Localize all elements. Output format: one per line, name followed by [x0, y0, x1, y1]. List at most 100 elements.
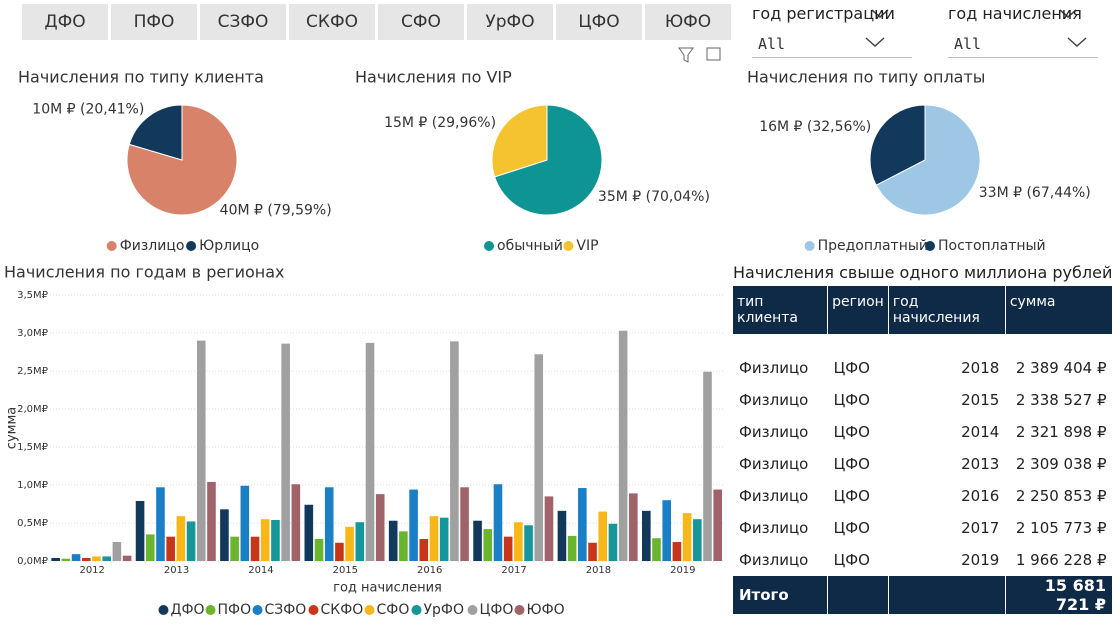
- data-label: 16M ₽ (32,56%): [759, 119, 871, 135]
- x-tick-label: 2015: [333, 565, 358, 576]
- table-cell: ЦФО: [833, 487, 870, 505]
- data-label: 33M ₽ (67,44%): [979, 185, 1091, 201]
- region-tab[interactable]: СФО: [378, 4, 464, 40]
- legend-marker: [308, 605, 319, 615]
- table-cell: Физлицо: [739, 551, 809, 569]
- region-tab[interactable]: ЮФО: [645, 4, 731, 40]
- table-cell: ЦФО: [833, 455, 870, 473]
- data-table: тип клиента регион год начисления сумма Физл…: [733, 286, 1114, 614]
- legend-marker: [925, 241, 935, 251]
- bar: [207, 481, 216, 561]
- legend-marker: [106, 241, 117, 251]
- region-tab[interactable]: СЗФО: [200, 4, 286, 40]
- bar: [672, 542, 682, 561]
- table-cell: 2014: [961, 423, 1000, 441]
- bar: [61, 558, 71, 561]
- data-label: 10M ₽ (20,41%): [32, 102, 144, 118]
- bar: [608, 523, 618, 561]
- bar: [409, 489, 418, 561]
- bar: [145, 534, 155, 561]
- dropdown-icon: [1067, 37, 1087, 48]
- table-row: Физлицо ЦФО 2018 2 389 404 ₽: [733, 343, 1113, 384]
- filter-value[interactable]: All: [948, 31, 1098, 58]
- y-tick-label: 1,5M₽: [17, 442, 49, 453]
- region-tab[interactable]: ПФО: [111, 4, 197, 40]
- column-header[interactable]: сумма: [1005, 286, 1114, 343]
- table-cell: 1 966 228 ₽: [1015, 551, 1107, 569]
- table-cell: 2018: [961, 359, 1000, 377]
- legend-marker: [186, 241, 197, 251]
- pie-slice: [869, 104, 926, 186]
- bar: [112, 542, 122, 561]
- bar: [399, 531, 408, 561]
- region-tab[interactable]: ДФО: [22, 4, 108, 40]
- filter-label: год начисления: [948, 4, 1082, 23]
- bar: [314, 538, 324, 561]
- legend-marker: [252, 605, 263, 615]
- bar: [122, 555, 132, 561]
- y-axis-title: сумма: [5, 407, 20, 449]
- x-tick-label: 2013: [164, 565, 189, 576]
- table-row: Физлицо ЦФО 2017 2 105 773 ₽: [733, 512, 1113, 544]
- table-cell: 2 338 527 ₽: [1015, 391, 1107, 409]
- bar: [503, 536, 513, 561]
- data-label: 35M ₽ (70,04%): [598, 189, 710, 205]
- bar: [176, 516, 186, 561]
- bar: [618, 330, 628, 561]
- table-cell: 2 321 898 ₽: [1015, 423, 1107, 441]
- table-row: Физлицо ЦФО 2013 2 309 038 ₽: [733, 448, 1113, 480]
- table-cell: 2 389 404 ₽: [1015, 359, 1107, 377]
- bar: [713, 489, 723, 561]
- table-cell: 2017: [961, 519, 1000, 537]
- data-label: 15M ₽ (29,96%): [384, 115, 496, 131]
- chart-title: Начисления по типу клиента: [18, 68, 264, 87]
- table-cell: Физлицо: [739, 487, 809, 505]
- y-tick-label: 3,5M₽: [17, 290, 49, 301]
- legend-label: ЮФО: [527, 602, 565, 618]
- total-row: Итого 15 681 721 ₽: [733, 576, 1114, 614]
- bar: [557, 510, 567, 561]
- bar: [291, 484, 301, 561]
- region-tab[interactable]: ЦФО: [556, 4, 642, 40]
- region-tab[interactable]: УрФО: [467, 4, 553, 40]
- bar: [260, 519, 270, 561]
- bar: [324, 487, 334, 561]
- column-header[interactable]: год начисления: [888, 286, 1006, 343]
- bar: [51, 557, 60, 561]
- bar: [250, 536, 260, 561]
- bar: [419, 538, 429, 561]
- bar: [388, 520, 398, 561]
- x-tick-label: 2017: [501, 565, 526, 576]
- column-header[interactable]: регион: [827, 286, 889, 343]
- column-header[interactable]: тип клиента: [733, 286, 829, 343]
- pie-slice: [875, 104, 981, 216]
- x-tick-label: 2019: [670, 565, 695, 576]
- legend-label: обычный: [497, 238, 563, 254]
- x-axis-title: год начисления: [333, 581, 442, 596]
- total-value: 15 681 721 ₽: [1005, 576, 1114, 614]
- legend-marker: [804, 241, 815, 251]
- table-cell: 2 250 853 ₽: [1015, 487, 1107, 505]
- table-cell: ЦФО: [833, 551, 870, 569]
- bar: [652, 538, 661, 561]
- region-tab[interactable]: СКФО: [289, 4, 375, 40]
- bar: [135, 500, 145, 561]
- table-cell: ЦФО: [833, 359, 870, 377]
- x-tick-label: 2016: [417, 565, 442, 576]
- total-spacer: [888, 576, 1006, 614]
- legend-marker: [484, 241, 494, 251]
- pie-slice: [491, 104, 548, 178]
- legend-label: VIP: [576, 238, 598, 254]
- table-row: Физлицо ЦФО 2019 1 966 228 ₽: [733, 544, 1113, 576]
- table-cell: ЦФО: [833, 391, 870, 409]
- legend-marker: [411, 605, 422, 615]
- table-cell: ЦФО: [833, 519, 870, 537]
- bar: [493, 484, 503, 561]
- total-spacer: [827, 576, 889, 614]
- bar: [230, 536, 239, 561]
- bar: [156, 487, 165, 561]
- filter-value[interactable]: All: [752, 31, 912, 58]
- bar: [186, 521, 196, 561]
- table-cell: 2016: [961, 487, 1000, 505]
- table-cell: 2015: [961, 391, 1000, 409]
